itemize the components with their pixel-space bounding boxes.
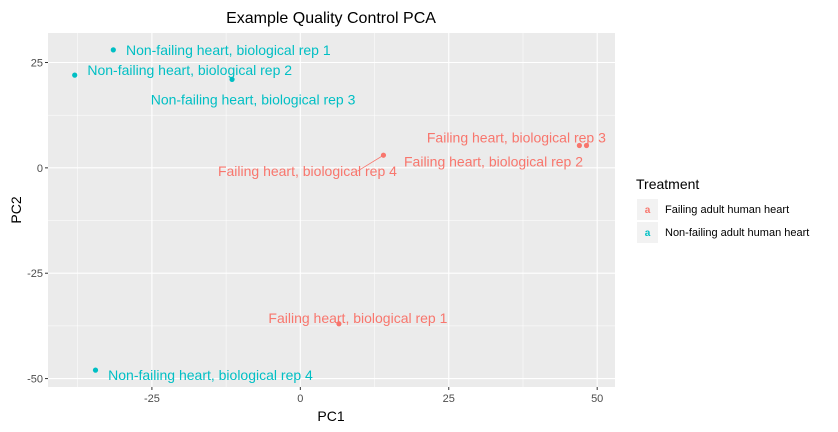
legend-key-box [637,222,658,243]
x-tick-label: -25 [144,393,160,405]
legend-label: Failing adult human heart [665,204,789,216]
x-axis-title: PC1 [317,408,344,424]
legend-key-glyph: a [645,205,651,216]
grid-minor [48,33,615,387]
data-point [380,152,387,158]
chart-title: Example Quality Control PCA [226,10,436,27]
legend: Treatment a Failing adult human heart a Non… [636,176,809,243]
data-point [336,321,342,327]
point-label: Non-failing heart, biological rep 4 [108,367,313,383]
data-point [583,142,590,149]
point-label: Failing heart, biological rep 1 [268,310,447,326]
x-tick-label: 25 [443,393,455,405]
y-axis-ticks: -50 -25 0 25 [27,58,48,386]
legend-label: Non-failing adult human heart [665,227,809,239]
data-points [72,47,590,373]
data-point [229,76,235,82]
legend-key-glyph: a [645,228,651,239]
legend-keys: a Failing adult human heart a Non-failing a… [637,199,809,243]
x-tick-label: 0 [297,393,303,405]
point-label: Non-failing heart, biological rep 3 [151,91,356,107]
x-tick-label: 50 [591,393,603,405]
data-point [92,367,99,373]
point-label: Failing heart, biological rep 4 [218,163,397,179]
y-axis-title: PC2 [8,196,24,223]
label-connectors [357,154,384,172]
y-tick-label: -50 [27,374,43,386]
point-label: Non-failing heart, biological rep 2 [87,62,292,78]
legend-key-box [637,199,658,220]
point-label: Failing heart, biological rep 2 [404,154,583,170]
y-tick-label: -25 [27,268,43,280]
y-tick-label: 0 [37,163,43,175]
y-tick-label: 25 [31,58,43,70]
data-point [576,142,582,149]
legend-title: Treatment [636,176,699,192]
x-axis-ticks: -25 0 25 50 [144,387,603,405]
label-connector [357,154,384,172]
point-label: Non-failing heart, biological rep 1 [126,42,331,58]
data-point [110,47,116,53]
plot-panel [48,33,615,387]
point-label: Failing heart, biological rep 3 [427,130,606,146]
point-labels: Failing heart, biological rep 4 Failing h… [87,42,606,383]
data-point [72,72,78,78]
grid-major [48,33,615,387]
